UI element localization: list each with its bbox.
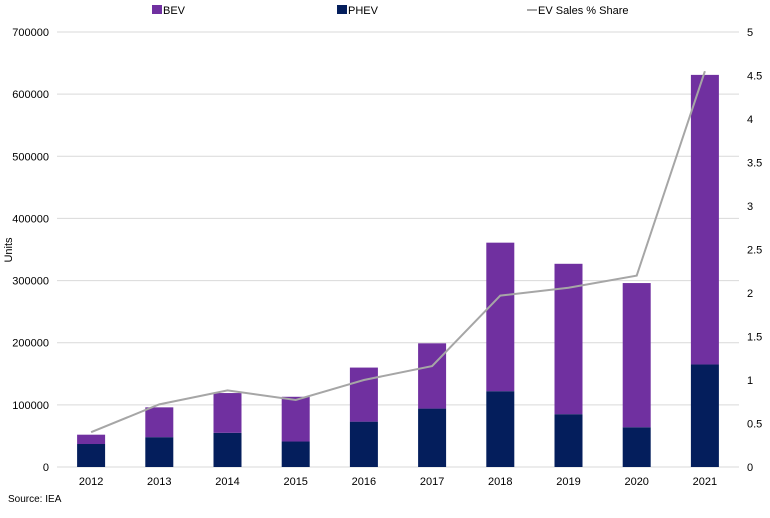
bar-phev-2016 xyxy=(349,421,378,467)
y-tick-label: 0 xyxy=(43,462,49,474)
y2-tick-label: 4 xyxy=(747,114,753,126)
legend-swatch-phev xyxy=(337,5,347,14)
y-tick-label: 100000 xyxy=(12,400,49,412)
bar-bev-2012 xyxy=(77,434,106,445)
right-axis-ticks: 0 0.5 1 1.5 2 2.5 3 3.5 4 4.5 5 xyxy=(747,27,762,474)
y-tick-label: 600000 xyxy=(12,89,49,101)
left-axis-ticks: 0 100000 200000 300000 400000 500000 600000 700… xyxy=(12,27,49,474)
legend: BEV PHEV EV Sales % Share xyxy=(152,5,629,17)
y2-tick-label: 0.5 xyxy=(747,419,762,431)
legend-label: PHEV xyxy=(348,5,379,17)
x-tick-label: 2012 xyxy=(79,476,103,488)
bars-layer xyxy=(77,74,719,467)
bar-phev-2020 xyxy=(622,427,651,467)
bar-phev-2012 xyxy=(77,444,106,467)
bar-phev-2013 xyxy=(145,437,174,467)
bar-bev-2017 xyxy=(418,343,447,409)
bar-phev-2018 xyxy=(486,391,515,467)
bar-bev-2013 xyxy=(145,407,174,438)
y-axis-label: Units xyxy=(3,237,15,263)
gridlines xyxy=(57,31,739,468)
bar-phev-2017 xyxy=(418,408,447,467)
bar-bev-2018 xyxy=(486,242,515,392)
x-tick-label: 2014 xyxy=(215,476,239,488)
x-tick-label: 2021 xyxy=(693,476,717,488)
bar-bev-2014 xyxy=(213,393,242,433)
bar-bev-2015 xyxy=(281,396,310,442)
y-tick-label: 700000 xyxy=(12,27,49,39)
x-tick-label: 2013 xyxy=(147,476,171,488)
y-tick-label: 200000 xyxy=(12,338,49,350)
source-note: Source: IEA xyxy=(8,494,62,505)
x-tick-label: 2016 xyxy=(352,476,376,488)
y2-tick-label: 3 xyxy=(747,201,753,213)
y2-tick-label: 3.5 xyxy=(747,158,762,170)
x-tick-label: 2017 xyxy=(420,476,444,488)
legend-label: BEV xyxy=(163,5,186,17)
y2-tick-label: 4.5 xyxy=(747,71,762,83)
x-tick-label: 2019 xyxy=(556,476,580,488)
bar-bev-2016 xyxy=(349,367,378,422)
bar-phev-2014 xyxy=(213,432,242,467)
y-tick-label: 300000 xyxy=(12,276,49,288)
x-tick-label: 2015 xyxy=(283,476,307,488)
x-tick-label: 2018 xyxy=(488,476,512,488)
legend-swatch-bev xyxy=(152,5,162,14)
legend-label: EV Sales % Share xyxy=(538,5,629,17)
y2-tick-label: 1 xyxy=(747,375,753,387)
y2-tick-label: 0 xyxy=(747,462,753,474)
bar-phev-2021 xyxy=(690,364,719,467)
x-tick-label: 2020 xyxy=(624,476,648,488)
x-axis-ticks: 2012 2013 2014 2015 2016 2017 2018 2019 2020 2021 xyxy=(79,476,717,488)
y-tick-label: 400000 xyxy=(12,213,49,225)
share-line-layer xyxy=(90,70,706,434)
y2-tick-label: 2.5 xyxy=(747,245,762,257)
y2-tick-label: 5 xyxy=(747,27,753,39)
bar-bev-2020 xyxy=(622,283,651,428)
y2-tick-label: 2 xyxy=(747,288,753,300)
share-line xyxy=(90,70,706,434)
y-tick-label: 500000 xyxy=(12,151,49,163)
y2-tick-label: 1.5 xyxy=(747,332,762,344)
bar-phev-2019 xyxy=(554,414,583,467)
bar-bev-2021 xyxy=(690,74,719,365)
bar-phev-2015 xyxy=(281,441,310,467)
